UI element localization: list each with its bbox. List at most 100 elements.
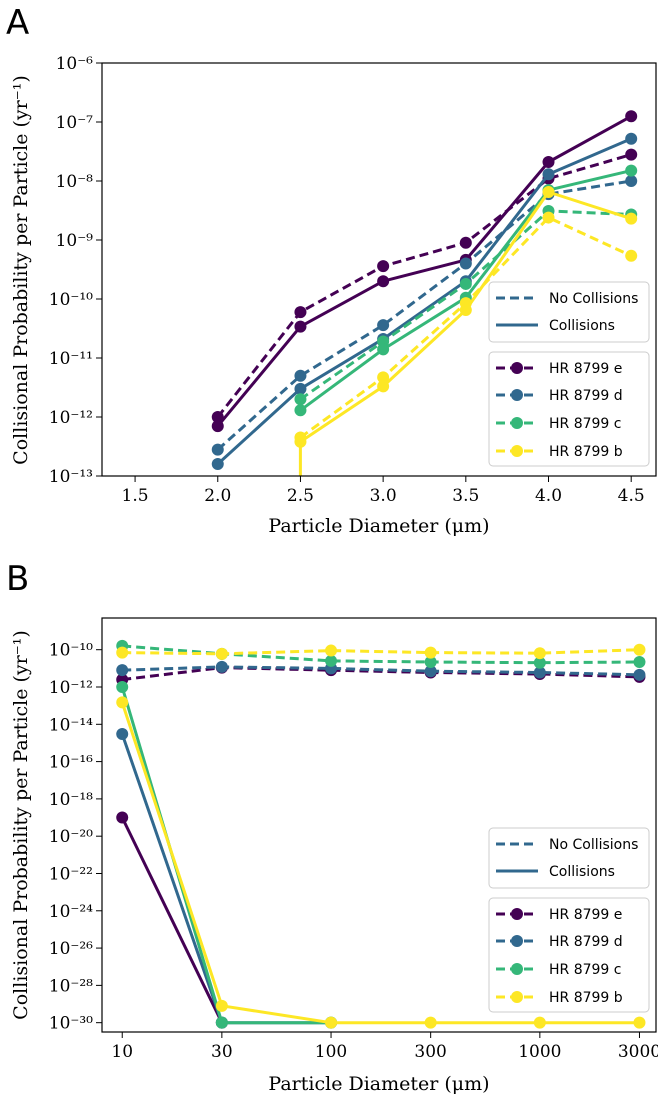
panel-a-point-hr-8799-e-solid bbox=[294, 320, 307, 333]
panel-a-point-hr-8799-b-solid bbox=[294, 435, 307, 448]
panel-a-y-axis-title: Collisional Probability per Particle (yr… bbox=[10, 75, 32, 465]
panel-a-legend-marker-b bbox=[511, 445, 523, 457]
panel-b-series-line-hr-8799-e-dashed bbox=[122, 666, 640, 682]
panel-a-point-hr-8799-c-dashed bbox=[294, 393, 307, 406]
panel-a-series-line-hr-8799-e-solid bbox=[216, 114, 632, 428]
panel-a-letter: A bbox=[6, 3, 29, 43]
panel-b-legend-marker-b bbox=[511, 991, 523, 1003]
panel-a-y-ticks: 10⁻¹³ 10⁻¹² 10⁻¹¹ 10⁻¹⁰ 10⁻⁹ 10⁻⁸ 10⁻⁷ 10⁻⁶ bbox=[49, 54, 102, 487]
panel-b-legend-label-c: HR 8799 c bbox=[549, 962, 621, 978]
panel-a-y-tick-label: 10⁻⁹ bbox=[56, 231, 94, 251]
panel-a-point-hr-8799-d-dashed bbox=[294, 369, 307, 382]
panel-b-point-hr-8799-d-dashed bbox=[533, 666, 546, 679]
panel-b-point-hr-8799-b-dashed bbox=[215, 647, 228, 660]
panel-b-x-tick-label: 1000 bbox=[518, 1042, 561, 1062]
panel-b-y-ticks: 10⁻³⁰ 10⁻²⁸ 10⁻²⁶ 10⁻²⁴ 10⁻²² 10⁻²⁰ 10⁻¹⁸ 10⁻¹⁶… bbox=[49, 641, 102, 1034]
panel-a-series-line-hr-8799-e-dashed bbox=[216, 153, 632, 418]
panel-a-planet-legend-box bbox=[488, 351, 650, 467]
panel-b-series-line-hr-8799-b-solid bbox=[120, 701, 640, 1025]
panel-a-point-hr-8799-d-solid bbox=[625, 132, 638, 145]
panel-a-point-hr-8799-d-dashed bbox=[211, 443, 224, 456]
panel-b-letter: B bbox=[6, 559, 29, 599]
panel-b-x-tick-label: 10 bbox=[111, 1042, 133, 1062]
panel-a-legend-collisions: Collisions bbox=[549, 318, 615, 334]
panel-a-point-hr-8799-b-solid bbox=[542, 186, 555, 199]
panel-b-y-tick-label: 10⁻¹⁴ bbox=[49, 715, 93, 735]
panel-b-series-line-hr-8799-e-solid bbox=[120, 816, 224, 1024]
panel-a-point-hr-8799-e-solid bbox=[377, 275, 390, 288]
panel-b-point-hr-8799-c-solid bbox=[215, 1016, 228, 1029]
panel-a-point-hr-8799-b-solid bbox=[377, 380, 390, 393]
panel-b-plot bbox=[116, 639, 646, 1029]
panel-b-planet-legend-box bbox=[488, 897, 650, 1013]
panel-b-point-hr-8799-c-dashed bbox=[633, 655, 646, 668]
panel-a-legend-no-collisions: No Collisions bbox=[549, 291, 638, 307]
panel-a-point-hr-8799-d-dashed bbox=[625, 175, 638, 187]
panel-b-point-hr-8799-d-dashed bbox=[215, 660, 228, 673]
panel-a-point-hr-8799-c-solid bbox=[294, 404, 307, 417]
panel-a-point-hr-8799-d-solid bbox=[542, 168, 555, 181]
panel-b-point-hr-8799-c-dashed bbox=[533, 656, 546, 669]
panel-b-legend-collisions: Collisions bbox=[549, 864, 615, 880]
panel-a-legend-label-d: HR 8799 d bbox=[549, 388, 623, 404]
panel-a-legend-label-e: HR 8799 e bbox=[549, 361, 622, 377]
panel-a-point-hr-8799-b-solid bbox=[459, 304, 472, 317]
panel-a-point-hr-8799-e-dashed bbox=[459, 236, 472, 249]
panel-a-planet-legend: HR 8799 e HR 8799 d HR 8799 c HR 8799 b bbox=[488, 351, 650, 467]
panel-a-y-tick-label: 10⁻¹³ bbox=[49, 467, 93, 487]
panel-b-style-legend: No Collisions Collisions bbox=[488, 827, 650, 889]
panel-a-legend-label-b: HR 8799 b bbox=[549, 444, 623, 460]
panel-b-point-hr-8799-b-dashed bbox=[633, 643, 646, 656]
panel-b-point-hr-8799-b-solid bbox=[116, 696, 129, 709]
panel-b: B 10 30 100 300 1000 3000 10⁻³⁰ 10⁻²⁸ 10⁻²⁶ 10⁻²… bbox=[6, 559, 658, 1095]
panel-a-point-hr-8799-c-solid bbox=[377, 343, 390, 356]
panel-a-series-line-hr-8799-d-dashed bbox=[216, 179, 632, 451]
panel-b-legend-marker-d bbox=[511, 935, 523, 947]
panel-b-point-hr-8799-d-dashed bbox=[116, 664, 129, 677]
panel-a: A 1.5 2.0 2.5 3.0 3.5 4.0 4.5 10⁻¹³10⁻¹²10⁻¹¹1… bbox=[6, 3, 657, 537]
panel-a-point-hr-8799-d-solid bbox=[294, 382, 307, 395]
panel-a-series-line-hr-8799-b-solid bbox=[298, 190, 632, 476]
panel-a-point-hr-8799-b-dashed bbox=[377, 371, 390, 384]
panel-b-series-line-hr-8799-b-dashed bbox=[122, 648, 640, 656]
panel-a-x-tick-label: 4.0 bbox=[535, 486, 562, 506]
panel-a-x-ticks: 1.5 2.0 2.5 3.0 3.5 4.0 4.5 bbox=[122, 476, 645, 506]
panel-b-point-hr-8799-c-solid bbox=[116, 681, 129, 693]
panel-a-style-legend: No Collisions Collisions bbox=[488, 281, 650, 343]
panel-a-point-hr-8799-e-dashed bbox=[294, 306, 307, 319]
panel-b-x-tick-label: 3000 bbox=[618, 1042, 658, 1062]
panel-b-point-hr-8799-b-dashed bbox=[116, 646, 129, 659]
panel-b-point-hr-8799-b-solid bbox=[424, 1016, 437, 1029]
panel-b-point-hr-8799-b-solid bbox=[325, 1016, 338, 1029]
panel-b-x-tick-label: 300 bbox=[414, 1042, 446, 1062]
panel-a-x-tick-label: 3.0 bbox=[370, 486, 397, 506]
panel-a-point-hr-8799-d-solid bbox=[211, 457, 224, 470]
panel-a-series-line-hr-8799-d-solid bbox=[216, 137, 632, 466]
panel-b-legend-marker-e bbox=[511, 908, 523, 920]
panel-a-legend-marker-e bbox=[511, 362, 523, 374]
panel-b-point-hr-8799-c-dashed bbox=[325, 654, 338, 667]
panel-b-legend-label-e: HR 8799 e bbox=[549, 907, 622, 923]
panel-b-y-axis-title: Collisional Probability per Particle (yr… bbox=[10, 630, 32, 1020]
panel-a-series-area bbox=[211, 110, 638, 476]
panel-a-x-tick-label: 2.5 bbox=[287, 486, 314, 506]
panel-a-point-hr-8799-d-dashed bbox=[377, 319, 390, 332]
panel-b-series-line-hr-8799-d-solid bbox=[120, 733, 331, 1025]
panel-b-x-tick-label: 100 bbox=[315, 1042, 347, 1062]
panel-b-legend-no-collisions: No Collisions bbox=[549, 837, 638, 853]
panel-b-series-line-hr-8799-c-dashed bbox=[122, 644, 640, 665]
panel-b-y-tick-label: 10⁻¹² bbox=[49, 678, 93, 698]
panel-b-point-hr-8799-b-solid bbox=[533, 1016, 546, 1029]
panel-a-point-hr-8799-d-dashed bbox=[459, 257, 472, 270]
panel-b-y-tick-label: 10⁻²² bbox=[49, 864, 93, 884]
panel-b-point-hr-8799-d-dashed bbox=[633, 668, 646, 681]
panel-a-x-tick-label: 1.5 bbox=[122, 486, 149, 506]
panel-a-point-hr-8799-e-solid bbox=[211, 420, 224, 433]
panel-a-point-hr-8799-e-solid bbox=[625, 110, 638, 123]
panel-b-point-hr-8799-b-solid bbox=[633, 1016, 646, 1029]
panel-b-x-tick-label: 30 bbox=[211, 1042, 233, 1062]
panel-b-point-hr-8799-b-dashed bbox=[325, 644, 338, 657]
panel-b-point-hr-8799-d-dashed bbox=[424, 665, 437, 678]
panel-a-plot bbox=[211, 110, 638, 476]
